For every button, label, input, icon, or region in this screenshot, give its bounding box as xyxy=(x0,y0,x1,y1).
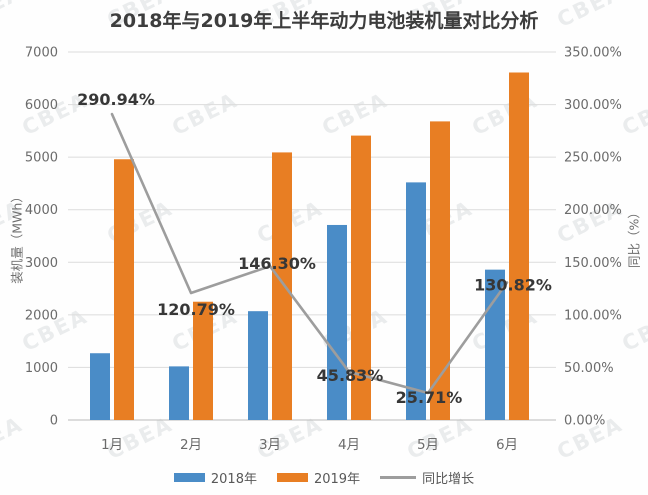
legend-swatch-growth-line xyxy=(380,476,417,479)
growth-data-label: 146.30% xyxy=(238,254,316,273)
legend-item-growth: 同比增长 xyxy=(380,468,474,487)
bar-2019-4月 xyxy=(351,135,371,421)
bar-2019-6月 xyxy=(509,72,529,420)
bar-2019-3月 xyxy=(272,152,292,420)
left-axis-tick-label: 5000 xyxy=(25,151,58,166)
right-axis-tick-label: 300.00% xyxy=(564,98,622,113)
right-axis-title: 同比（%） xyxy=(626,206,642,268)
legend: 2018年 2019年 同比增长 xyxy=(0,468,648,487)
growth-line xyxy=(110,112,509,395)
legend-item-2019: 2019年 xyxy=(276,468,361,487)
legend-item-2018: 2018年 xyxy=(173,468,257,487)
left-axis-tick-label: 1000 xyxy=(25,361,58,376)
chart-title: 2018年与2019年上半年动力电池装机量对比分析 xyxy=(109,10,539,32)
bar-2018-4月 xyxy=(327,224,347,420)
left-axis-tick-label: 0 xyxy=(50,414,58,429)
legend-label-2019: 2019年 xyxy=(313,472,361,487)
category-label: 3月 xyxy=(259,437,281,453)
category-label: 2月 xyxy=(180,437,202,453)
legend-label-growth: 同比增长 xyxy=(422,472,475,487)
category-label: 4月 xyxy=(338,437,360,453)
bar-2018-5月 xyxy=(406,182,426,420)
category-label: 1月 xyxy=(101,437,123,453)
legend-swatch-2018 xyxy=(173,473,205,482)
right-axis-tick-label: 0.00% xyxy=(564,414,605,429)
growth-data-label: 120.79% xyxy=(157,300,235,319)
left-axis-tick-label: 7000 xyxy=(25,46,58,61)
right-axis-tick-label: 150.00% xyxy=(564,256,622,271)
right-axis-tick-label: 250.00% xyxy=(564,151,622,166)
right-axis-tick-label: 100.00% xyxy=(564,308,622,323)
right-axis-tick-label: 350.00% xyxy=(564,46,622,61)
legend-swatch-2019 xyxy=(276,473,308,482)
bar-2018-2月 xyxy=(169,366,189,420)
bar-2019-5月 xyxy=(430,121,450,420)
category-label: 6月 xyxy=(496,437,518,453)
growth-data-label: 290.94% xyxy=(77,90,155,109)
growth-data-label: 130.82% xyxy=(474,275,552,294)
category-label: 5月 xyxy=(417,437,439,453)
right-axis-tick-label: 200.00% xyxy=(564,203,622,218)
bar-2018-1月 xyxy=(90,353,110,420)
left-axis-tick-label: 6000 xyxy=(25,98,58,113)
bar-2019-2月 xyxy=(193,301,213,420)
bar-2018-3月 xyxy=(248,311,268,420)
left-axis-tick-label: 2000 xyxy=(25,308,58,323)
growth-data-label: 45.83% xyxy=(317,366,384,385)
left-axis-tick-label: 4000 xyxy=(25,203,58,218)
growth-data-label: 25.71% xyxy=(396,388,463,407)
left-axis-tick-label: 3000 xyxy=(25,256,58,271)
bar-2019-1月 xyxy=(114,159,134,420)
legend-label-2018: 2018年 xyxy=(210,472,257,487)
right-axis-tick-label: 50.00% xyxy=(564,361,614,376)
left-axis-title: 装机量（MWh） xyxy=(9,190,25,284)
